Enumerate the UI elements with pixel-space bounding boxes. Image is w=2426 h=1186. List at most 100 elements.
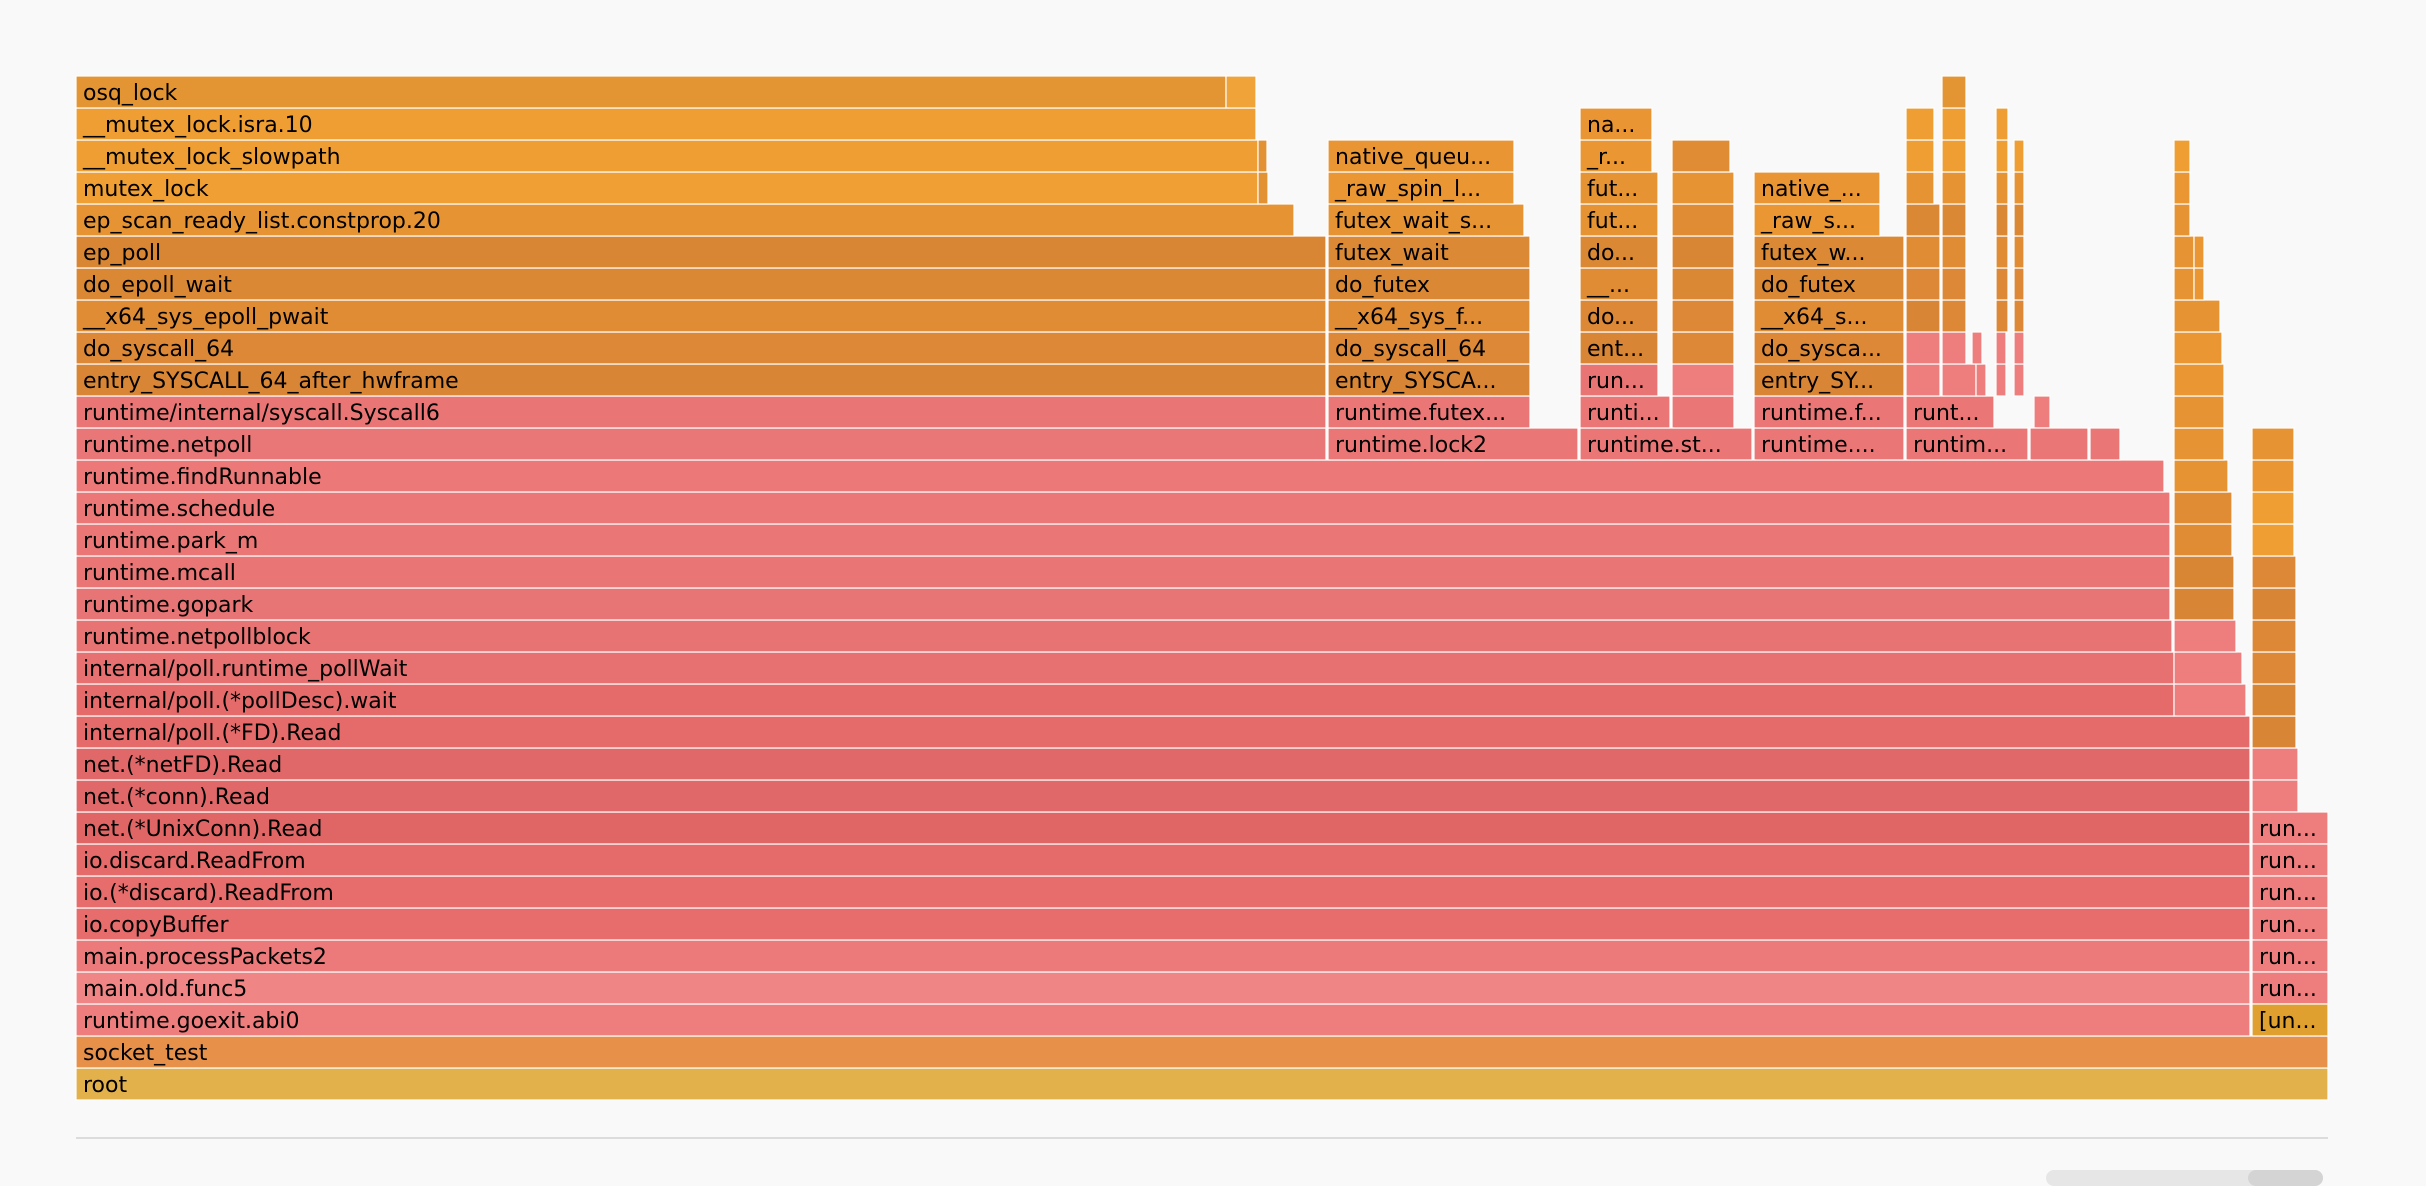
flame-frame[interactable] xyxy=(2013,203,2025,237)
flame-frame-bar[interactable] xyxy=(75,523,2171,557)
flame-frame-bar[interactable] xyxy=(1941,203,1967,237)
flame-frame-bar[interactable] xyxy=(2251,971,2329,1005)
flame-frame[interactable]: do_sysca... xyxy=(1753,331,1905,365)
flame-frame-bar[interactable] xyxy=(2251,907,2329,941)
flame-frame[interactable]: internal/poll.(*pollDesc).wait xyxy=(75,683,2175,717)
flame-frame[interactable] xyxy=(2173,427,2225,461)
flame-frame-bar[interactable] xyxy=(1971,331,1983,365)
flame-frame[interactable]: runt... xyxy=(1905,395,1995,429)
flame-frame-bar[interactable] xyxy=(2173,555,2235,589)
flame-frame-bar[interactable] xyxy=(1995,235,2009,269)
flame-frame-bar[interactable] xyxy=(1753,235,1905,269)
flame-frame-bar[interactable] xyxy=(1671,203,1735,237)
flame-frame[interactable]: ep_scan_ready_list.constprop.20 xyxy=(75,203,1295,237)
flame-frame-bar[interactable] xyxy=(75,203,1295,237)
flame-frame[interactable] xyxy=(1995,331,2007,365)
flame-frame[interactable]: run... xyxy=(1579,363,1659,397)
flame-frame[interactable]: do_syscall_64 xyxy=(1327,331,1531,365)
flame-frame[interactable] xyxy=(1995,363,2007,397)
flame-frame[interactable] xyxy=(1257,139,1268,173)
flame-frame-bar[interactable] xyxy=(1941,267,1967,301)
flame-frame[interactable] xyxy=(2173,139,2191,173)
flame-frame-bar[interactable] xyxy=(75,715,2251,749)
flame-frame-bar[interactable] xyxy=(75,875,2251,909)
flame-frame[interactable]: do... xyxy=(1579,299,1659,333)
flame-frame[interactable]: __x64_sys_epoll_pwait xyxy=(75,299,1327,333)
flame-frame[interactable]: entry_SY... xyxy=(1753,363,1905,397)
flame-frame[interactable] xyxy=(2251,747,2299,781)
flame-frame-bar[interactable] xyxy=(2251,619,2297,653)
flame-frame-bar[interactable] xyxy=(2013,139,2025,173)
flame-frame[interactable] xyxy=(1905,299,1941,333)
flame-frame[interactable] xyxy=(2173,299,2221,333)
flame-frame[interactable]: __mutex_lock.isra.10 xyxy=(75,107,1257,141)
flame-frame-bar[interactable] xyxy=(75,1035,2329,1069)
flame-frame-bar[interactable] xyxy=(2251,459,2295,493)
flame-frame-bar[interactable] xyxy=(1327,235,1531,269)
flame-frame-bar[interactable] xyxy=(75,747,2251,781)
flame-frame-bar[interactable] xyxy=(2173,683,2247,717)
flame-frame[interactable] xyxy=(1671,235,1735,269)
flame-frame-bar[interactable] xyxy=(2173,331,2223,365)
flame-frame[interactable]: runti... xyxy=(1579,395,1671,429)
flame-frame-bar[interactable] xyxy=(75,939,2251,973)
flame-frame[interactable]: __x64_sys_f... xyxy=(1327,299,1531,333)
flame-frame[interactable]: __... xyxy=(1579,267,1659,301)
flame-frame[interactable] xyxy=(2173,235,2195,269)
flame-frame-bar[interactable] xyxy=(1941,107,1967,141)
flame-frame[interactable] xyxy=(2173,587,2235,621)
flame-frame-bar[interactable] xyxy=(1941,171,1967,205)
flame-frame[interactable] xyxy=(1905,235,1941,269)
flame-frame-bar[interactable] xyxy=(75,683,2175,717)
flame-frame[interactable] xyxy=(2013,267,2025,301)
flame-frame-bar[interactable] xyxy=(2251,747,2299,781)
flame-frame[interactable]: runtime.futex... xyxy=(1327,395,1531,429)
flame-frame-bar[interactable] xyxy=(1905,427,2029,461)
flame-frame[interactable]: futex_wait xyxy=(1327,235,1531,269)
flame-frame[interactable] xyxy=(2173,523,2233,557)
flame-frame-bar[interactable] xyxy=(1941,363,1977,397)
flame-frame[interactable]: runtime/internal/syscall.Syscall6 xyxy=(75,395,1327,429)
flame-frame-bar[interactable] xyxy=(1995,203,2009,237)
flame-frame[interactable] xyxy=(1941,171,1967,205)
flame-frame[interactable]: runtim... xyxy=(1905,427,2029,461)
flame-frame-bar[interactable] xyxy=(75,651,2175,685)
flame-frame-bar[interactable] xyxy=(1753,331,1905,365)
flame-frame-bar[interactable] xyxy=(75,491,2171,525)
flame-frame-bar[interactable] xyxy=(2251,811,2329,845)
flame-frame-bar[interactable] xyxy=(2251,683,2297,717)
flame-frame[interactable]: runtime.goexit.abi0 xyxy=(75,1003,2251,1037)
flame-frame[interactable] xyxy=(2173,267,2195,301)
flame-frame[interactable] xyxy=(2251,555,2297,589)
flame-frame-bar[interactable] xyxy=(1671,139,1731,173)
flame-frame-bar[interactable] xyxy=(1327,299,1531,333)
flame-frame[interactable]: fut... xyxy=(1579,171,1659,205)
flame-frame-bar[interactable] xyxy=(75,811,2251,845)
flame-frame[interactable] xyxy=(1941,363,1977,397)
flame-frame-bar[interactable] xyxy=(2251,555,2297,589)
flame-frame[interactable] xyxy=(2251,523,2295,557)
flame-frame-bar[interactable] xyxy=(1753,395,1905,429)
flame-frame[interactable]: do_syscall_64 xyxy=(75,331,1327,365)
flame-frame-bar[interactable] xyxy=(1995,331,2007,365)
flame-frame-bar[interactable] xyxy=(2251,651,2297,685)
flame-frame[interactable] xyxy=(2173,683,2247,717)
flame-frame-bar[interactable] xyxy=(2173,523,2233,557)
flame-frame-bar[interactable] xyxy=(75,267,1327,301)
flame-frame[interactable] xyxy=(1995,267,2009,301)
flame-frame-bar[interactable] xyxy=(1579,235,1659,269)
flame-frame-bar[interactable] xyxy=(2173,459,2229,493)
flame-frame[interactable]: do_futex xyxy=(1327,267,1531,301)
flame-frame[interactable]: main.processPackets2 xyxy=(75,939,2251,973)
flame-frame-bar[interactable] xyxy=(75,299,1327,333)
flame-frame-bar[interactable] xyxy=(1671,235,1735,269)
flame-frame[interactable]: runtime.f... xyxy=(1753,395,1905,429)
flame-frame-bar[interactable] xyxy=(1753,171,1881,205)
flame-frame[interactable]: mutex_lock xyxy=(75,171,1259,205)
flame-frame-bar[interactable] xyxy=(2013,203,2025,237)
flame-frame[interactable]: futex_w... xyxy=(1753,235,1905,269)
flame-frame-bar[interactable] xyxy=(1995,299,2009,333)
flame-frame[interactable] xyxy=(2251,491,2295,525)
flame-frame[interactable] xyxy=(2173,363,2225,397)
flame-frame[interactable]: do_futex xyxy=(1753,267,1905,301)
